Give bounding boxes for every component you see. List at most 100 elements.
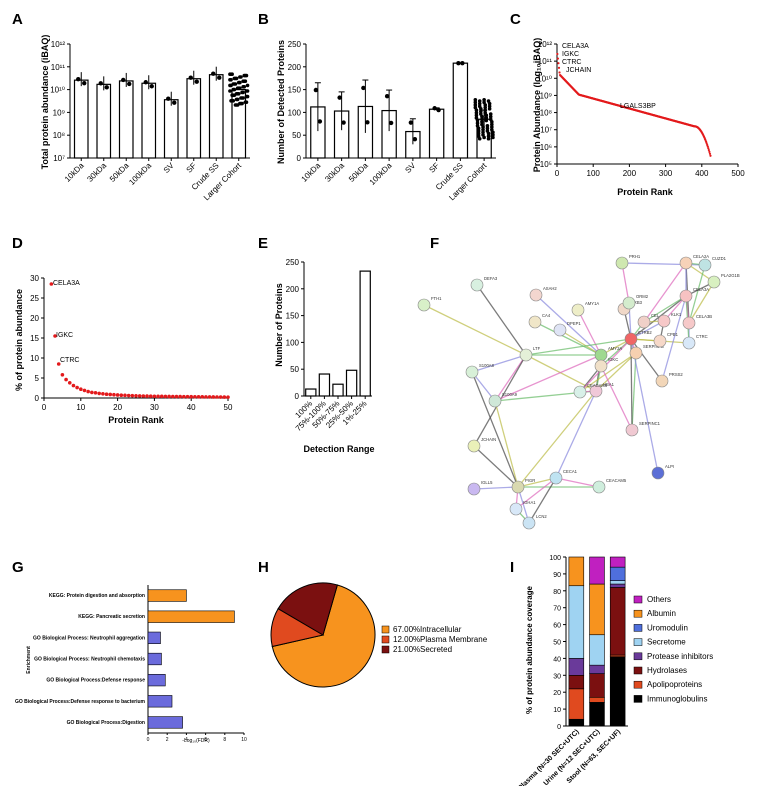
x-tick-label: SV [403, 161, 417, 175]
rank-point [707, 147, 710, 150]
network-edge [473, 445, 519, 488]
x-tick-label: 10kDa [63, 161, 86, 184]
y-tick-label: 25 [30, 294, 39, 303]
enrichment-bar [147, 674, 166, 687]
stack-immunoglobulins [568, 718, 585, 727]
node-prh1 [615, 256, 629, 270]
x-tick-label: 40 [187, 403, 196, 412]
y-tick-label: 50 [553, 640, 561, 647]
data-point [456, 60, 461, 66]
network-edge [471, 354, 527, 373]
bar-sf [428, 108, 445, 159]
data-point [436, 107, 441, 113]
data-point [229, 83, 233, 88]
bar-100kda [141, 82, 157, 159]
node-cpb1 [653, 334, 667, 348]
data-point [490, 122, 494, 127]
x-tick-label: 300 [659, 169, 673, 178]
panel-i-ylabel: % of protein abundance coverage [525, 585, 534, 714]
data-point [488, 114, 493, 119]
data-point [473, 105, 478, 110]
rank-point [93, 391, 98, 395]
node-prss2 [655, 374, 669, 388]
legend-label: Plasma Membrane [420, 635, 488, 644]
bar-50to75 [332, 383, 344, 397]
node-label-amy2a: AMY2A [608, 346, 622, 351]
node-label-serpinc1: SERPINC1 [639, 421, 661, 426]
data-point [490, 125, 494, 129]
y-tick-label: 20 [30, 314, 39, 323]
network-edge [600, 365, 633, 431]
y-tick-label: 90 [553, 572, 561, 579]
y-tick-label: 10⁸ [540, 109, 552, 118]
stack-immunoglobulins [609, 656, 626, 727]
data-point [488, 112, 493, 116]
panel-g-xlabel: -Log₁₀(FDR) [182, 738, 210, 744]
node-label-prb3: PRB3 [631, 300, 643, 305]
d-annot-ctrc: CTRC [60, 357, 79, 364]
data-point [480, 117, 484, 122]
data-point [127, 81, 132, 87]
node-label-alpi: ALPI [665, 464, 674, 469]
data-point [337, 95, 342, 100]
enrichment-label: GO Biological Process:Defense response [46, 678, 145, 684]
network-edge [517, 477, 557, 488]
node-label-orm2: ORM2 [636, 294, 649, 299]
data-point [245, 94, 250, 99]
data-point [477, 99, 482, 103]
data-point [490, 127, 494, 132]
stack-hydrolases [609, 587, 626, 656]
x-tick-label: 30kDa [323, 161, 346, 184]
panel-g-chart: Enrichment -Log₁₀(FDR) 0 2 4 6 8 10 KEGG: Pro… [15, 585, 247, 744]
rank-point [123, 393, 127, 398]
node-label-ca4: CA4 [542, 313, 551, 318]
node-ceacam6 [573, 385, 587, 399]
enrichment-bar [147, 652, 162, 666]
network-edge [555, 390, 597, 479]
y-tick-label: 10¹¹ [538, 57, 553, 66]
node-label-klk1: KLK1 [671, 312, 682, 317]
node-label-cuzd1: CUZD1 [712, 256, 727, 261]
legend-swatch [633, 652, 643, 661]
rank-point [126, 393, 131, 398]
data-point [241, 96, 245, 100]
node-alpi [651, 466, 665, 480]
node-label-defa3: DEFA3 [484, 276, 498, 281]
panel-g-ylabel: Enrichment [26, 646, 32, 674]
rank-point [706, 145, 709, 148]
y-tick-label: 10 [30, 354, 39, 363]
node-cela3b [682, 316, 696, 330]
bar-crude-ss [208, 74, 224, 159]
data-point [317, 119, 323, 124]
c-annot-lgals3bp: LGALS3BP [620, 103, 656, 110]
network-edge [577, 309, 602, 356]
rank-point [71, 383, 76, 388]
c-annot-jchain: JCHAIN [566, 67, 591, 74]
network-edge [643, 262, 687, 323]
rank-point [218, 395, 223, 399]
data-point [188, 75, 193, 80]
enrichment-bar [147, 631, 161, 644]
rank-point [556, 52, 559, 56]
y-tick-label: 10⁶ [540, 143, 552, 152]
node-serpina3 [629, 346, 643, 360]
rank-point [79, 387, 83, 392]
pie-slice-intracellular [271, 584, 376, 688]
data-point [217, 75, 222, 80]
data-point [483, 110, 488, 115]
rank-point [215, 395, 219, 399]
legend-label: Secreted [420, 645, 452, 654]
x-tick-label: 10 [76, 403, 85, 412]
rank-point [211, 395, 216, 399]
data-point [477, 101, 482, 106]
x-tick-label: 4 [185, 737, 188, 743]
data-point [485, 126, 490, 131]
bar-25to50 [345, 369, 358, 397]
y-tick-label: 15 [30, 334, 39, 343]
y-tick-label: 10¹⁰ [537, 74, 552, 83]
node-label-s100a9: S100A9 [502, 392, 518, 397]
rank-point [196, 395, 201, 399]
x-tick-label: 400 [695, 169, 709, 178]
node-label-ceacam5: CEACAM5 [606, 478, 627, 483]
